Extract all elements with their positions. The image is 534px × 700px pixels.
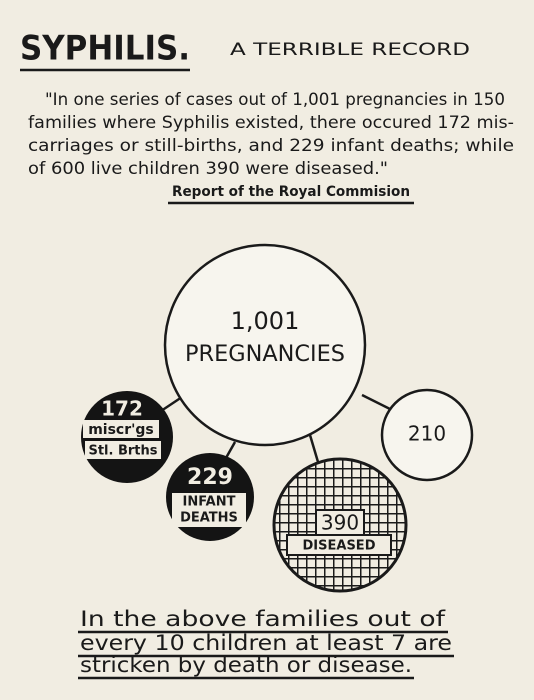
quote-source: Report of the Royal Commision [172, 184, 410, 200]
subtitle: A TERRIBLE RECORD [230, 40, 470, 60]
node-value: 210 [408, 422, 446, 446]
footer-line: stricken by death or disease. [80, 653, 412, 677]
label-box [83, 420, 159, 438]
quote-line: "In one series of cases out of 1,001 pre… [45, 90, 505, 110]
node-circle [163, 243, 367, 447]
node-value: 229 [187, 465, 233, 490]
title: SYPHILIS. [20, 29, 190, 69]
quote-line: carriages or still-births, and 229 infan… [28, 136, 514, 156]
node-label: Stl. Brths [88, 444, 157, 459]
node-value: 1,001 [231, 307, 300, 335]
quote-line: families where Syphilis existed, there o… [28, 113, 514, 133]
node-label: DISEASED [303, 539, 376, 554]
label-box [85, 441, 161, 459]
node-value: 390 [321, 511, 359, 535]
footer-line: In the above families out of [80, 607, 446, 631]
node-value: 172 [101, 397, 143, 421]
node-label: miscr'gs [88, 422, 154, 438]
quote-line: of 600 live children 390 were diseased." [28, 159, 388, 179]
label-box [286, 534, 392, 556]
node-label: DEATHS [180, 511, 238, 526]
label-box [172, 493, 246, 527]
node-label: PREGNANCIES [185, 342, 345, 367]
node-label: INFANT [183, 495, 236, 510]
footer-line: every 10 children at least 7 are [80, 631, 452, 655]
node-circle [380, 388, 474, 482]
